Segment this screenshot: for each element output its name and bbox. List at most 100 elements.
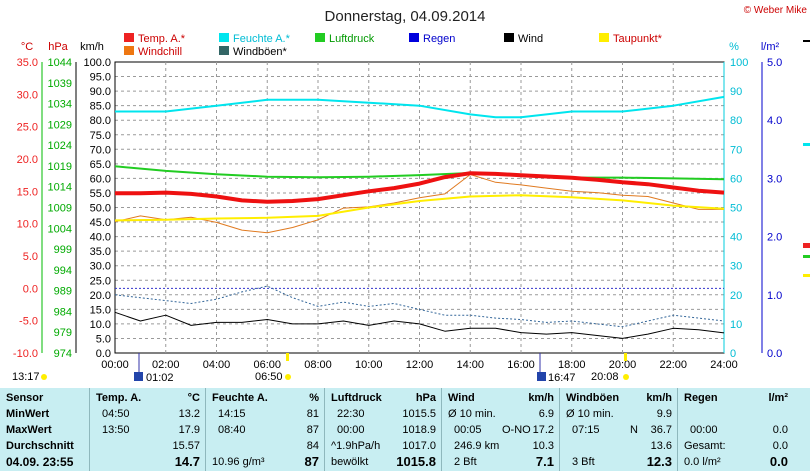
tick-pressure-9: 999 <box>54 244 72 256</box>
tick-wind-9: 55.0 <box>90 188 111 200</box>
wind-max: 17.2 <box>532 424 554 436</box>
tick-humidity-2: 80 <box>730 115 742 127</box>
series-line-3 <box>114 194 725 222</box>
gust-max-time: 07:15 <box>572 424 600 436</box>
tick-temp-3: 20.0 <box>17 154 38 166</box>
temp-min-time: 04:50 <box>102 408 130 420</box>
legend-swatch-6 <box>124 46 134 55</box>
humidity-max: 87 <box>306 424 319 436</box>
unit-rain: l/m² <box>761 41 780 53</box>
pressure-min-time: 22:30 <box>337 408 365 420</box>
tick-x-2: 04:00 <box>203 359 231 371</box>
weather-chart: Donnerstag, 04.09.2014 © Weber Mike Temp. … <box>12 5 810 384</box>
tick-humidity-8: 20 <box>730 290 742 302</box>
tick-x-3: 06:00 <box>253 359 281 371</box>
tick-temp-4: 15.0 <box>17 186 38 198</box>
marker-label-3: 01:02 <box>146 372 174 384</box>
edge-mark-dew <box>803 274 810 277</box>
marker-tick-a <box>286 353 289 361</box>
humidity-abs: 10.96 g/m³ <box>212 456 265 468</box>
edge-mark-top <box>803 40 810 42</box>
tick-humidity-9: 10 <box>730 319 742 331</box>
tick-humidity-1: 90 <box>730 86 742 98</box>
gust-header: Windböen <box>566 392 620 404</box>
tick-pressure-7: 1009 <box>48 203 72 215</box>
marker-label-2: 20:08 <box>591 371 619 383</box>
temp-header: Temp. A. <box>96 392 142 404</box>
humidity-avg: 84 <box>306 440 319 452</box>
legend-label-5: Taupunkt* <box>613 33 663 45</box>
series-line-2 <box>114 165 725 181</box>
legend-swatch-2 <box>315 33 325 42</box>
pressure-current: 1015.8 <box>396 454 436 469</box>
tick-temp-0: 35.0 <box>17 57 38 69</box>
unit-humidity: % <box>729 41 739 53</box>
legend-swatch-0 <box>124 33 134 42</box>
marker-label-1: 06:50 <box>255 371 283 383</box>
rain-today: 0.0 l/m² <box>684 456 721 468</box>
tick-x-6: 12:00 <box>406 359 434 371</box>
series-line-4 <box>114 174 724 234</box>
stats-col-pressure: Luftdruck hPa 22:30 1015.5 00:00 1018.9 … <box>324 388 442 471</box>
tick-humidity-10: 0 <box>730 348 736 360</box>
tick-wind-7: 65.0 <box>90 159 111 171</box>
legend-label-1: Feuchte A.* <box>233 33 291 45</box>
tick-wind-2: 90.0 <box>90 86 111 98</box>
temp-min: 13.2 <box>178 408 200 420</box>
wind-avg: 10.3 <box>532 440 554 452</box>
gust-max: 36.7 <box>650 424 672 436</box>
row-label-avg: Durchschnitt <box>6 440 74 452</box>
unit-wind: km/h <box>80 41 104 53</box>
rain-total: 0.0 <box>772 440 788 452</box>
series-line-6 <box>114 285 725 328</box>
tick-wind-15: 25.0 <box>90 275 111 287</box>
gust-avg10: 9.9 <box>656 408 672 420</box>
gust-avg: 13.6 <box>650 440 672 452</box>
tick-pressure-13: 979 <box>54 327 72 339</box>
legend-swatch-7 <box>219 46 229 55</box>
wind-max-time: 00:05 <box>454 424 482 436</box>
legend-label-6: Windchill <box>138 46 182 58</box>
humidity-header: Feuchte A. <box>212 392 268 404</box>
edge-mark-pressure <box>803 255 810 258</box>
tick-pressure-11: 989 <box>54 286 72 298</box>
tick-wind-6: 70.0 <box>90 144 111 156</box>
legend-label-4: Wind <box>518 33 543 45</box>
wind-current: 7.1 <box>535 454 554 469</box>
row-label-max: MaxWert <box>6 424 52 436</box>
series-line-0 <box>115 171 725 204</box>
tick-wind-14: 30.0 <box>90 261 111 273</box>
tick-x-4: 08:00 <box>304 359 332 371</box>
marker-tick-b <box>624 353 627 361</box>
stats-col-wind: Wind km/h Ø 10 min. 6.9 00:05 O-NO 17.2 … <box>441 388 560 471</box>
tick-x-12: 24:00 <box>710 359 738 371</box>
tick-temp-8: -5.0 <box>19 316 38 328</box>
tick-wind-18: 10.0 <box>90 319 111 331</box>
temp-current: 14.7 <box>174 454 200 469</box>
gust-max-dir: N <box>630 424 638 436</box>
tick-temp-2: 25.0 <box>17 122 38 134</box>
tick-temp-7: 0.0 <box>23 283 38 295</box>
stats-col-temp: Temp. A. °C 04:50 13.2 13:50 17.9 15.57 … <box>89 388 206 471</box>
rain-total-label: Gesamt: <box>684 440 726 452</box>
tick-pressure-2: 1034 <box>48 99 72 111</box>
gust-unit: km/h <box>646 392 672 404</box>
tick-wind-5: 75.0 <box>90 130 111 142</box>
humidity-max-time: 08:40 <box>218 424 246 436</box>
tick-x-0: 00:00 <box>101 359 129 371</box>
tick-x-11: 22:00 <box>659 359 687 371</box>
row-label-sensor: Sensor <box>6 392 44 404</box>
humidity-unit: % <box>309 392 319 404</box>
series-line-1 <box>115 95 725 119</box>
tick-rain-3: 2.0 <box>767 232 782 244</box>
gust-avg10-label: Ø 10 min. <box>566 408 614 420</box>
tick-rain-0: 5.0 <box>767 57 782 69</box>
tick-pressure-3: 1029 <box>48 119 72 131</box>
pressure-trend: ^1.9hPa/h <box>331 440 381 452</box>
tick-rain-2: 3.0 <box>767 173 782 185</box>
tick-x-1: 02:00 <box>152 359 180 371</box>
row-label-min: MinWert <box>6 408 50 420</box>
edge-mark-temp <box>803 243 810 248</box>
tick-pressure-6: 1014 <box>48 182 72 194</box>
legend-label-3: Regen <box>423 33 455 45</box>
